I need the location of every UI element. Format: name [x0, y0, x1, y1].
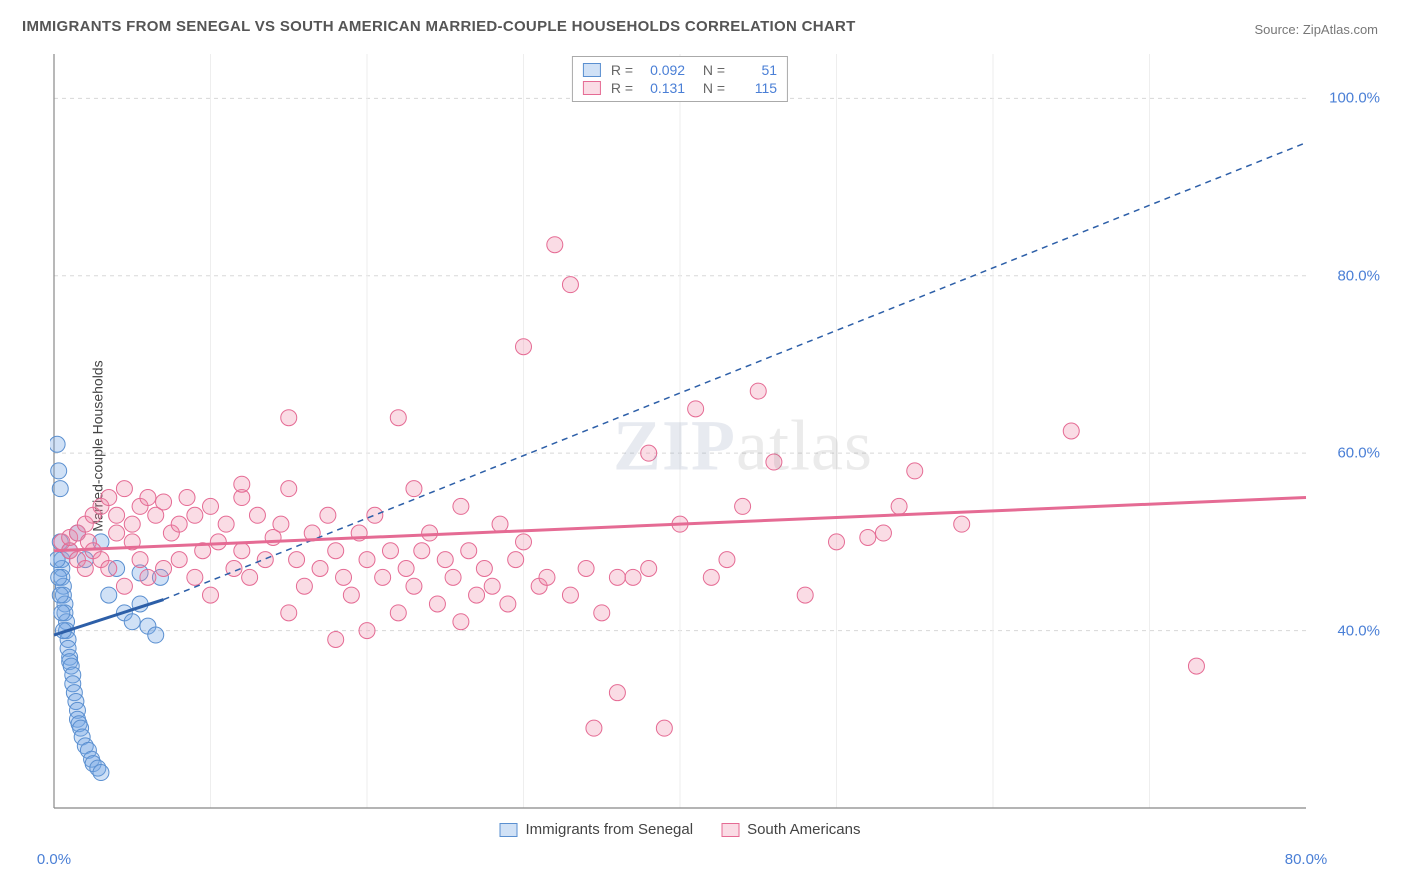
legend-row-southamerican: R = 0.131 N = 115 [583, 79, 777, 97]
legend-r-label: R = [611, 62, 633, 78]
legend-r-value-0: 0.092 [643, 62, 685, 78]
legend-label-1: South Americans [747, 821, 860, 838]
legend-n-label: N = [695, 80, 725, 96]
x-tick-label: 0.0% [37, 851, 71, 868]
series-legend: Immigrants from Senegal South Americans [500, 821, 861, 838]
legend-n-value-0: 51 [735, 62, 777, 78]
scatter-plot: R = 0.092 N = 51 R = 0.131 N = 115 ZIPat… [50, 50, 1310, 842]
legend-r-label: R = [611, 80, 633, 96]
legend-r-value-1: 0.131 [643, 80, 685, 96]
swatch-southamerican-icon [721, 823, 739, 837]
legend-row-senegal: R = 0.092 N = 51 [583, 61, 777, 79]
swatch-senegal-icon [500, 823, 518, 837]
y-tick-label: 40.0% [1337, 622, 1380, 639]
plot-svg [50, 50, 1310, 842]
correlation-legend: R = 0.092 N = 51 R = 0.131 N = 115 [572, 56, 788, 102]
chart-title: IMMIGRANTS FROM SENEGAL VS SOUTH AMERICA… [22, 18, 856, 35]
legend-n-label: N = [695, 62, 725, 78]
swatch-senegal-icon [583, 63, 601, 77]
legend-n-value-1: 115 [735, 80, 777, 96]
source-attribution: Source: ZipAtlas.com [1254, 22, 1378, 37]
swatch-southamerican-icon [583, 81, 601, 95]
legend-label-0: Immigrants from Senegal [526, 821, 694, 838]
y-tick-label: 80.0% [1337, 267, 1380, 284]
y-tick-label: 60.0% [1337, 445, 1380, 462]
x-tick-label: 80.0% [1285, 851, 1328, 868]
legend-item-0: Immigrants from Senegal [500, 821, 694, 838]
y-tick-label: 100.0% [1329, 90, 1380, 107]
legend-item-1: South Americans [721, 821, 860, 838]
